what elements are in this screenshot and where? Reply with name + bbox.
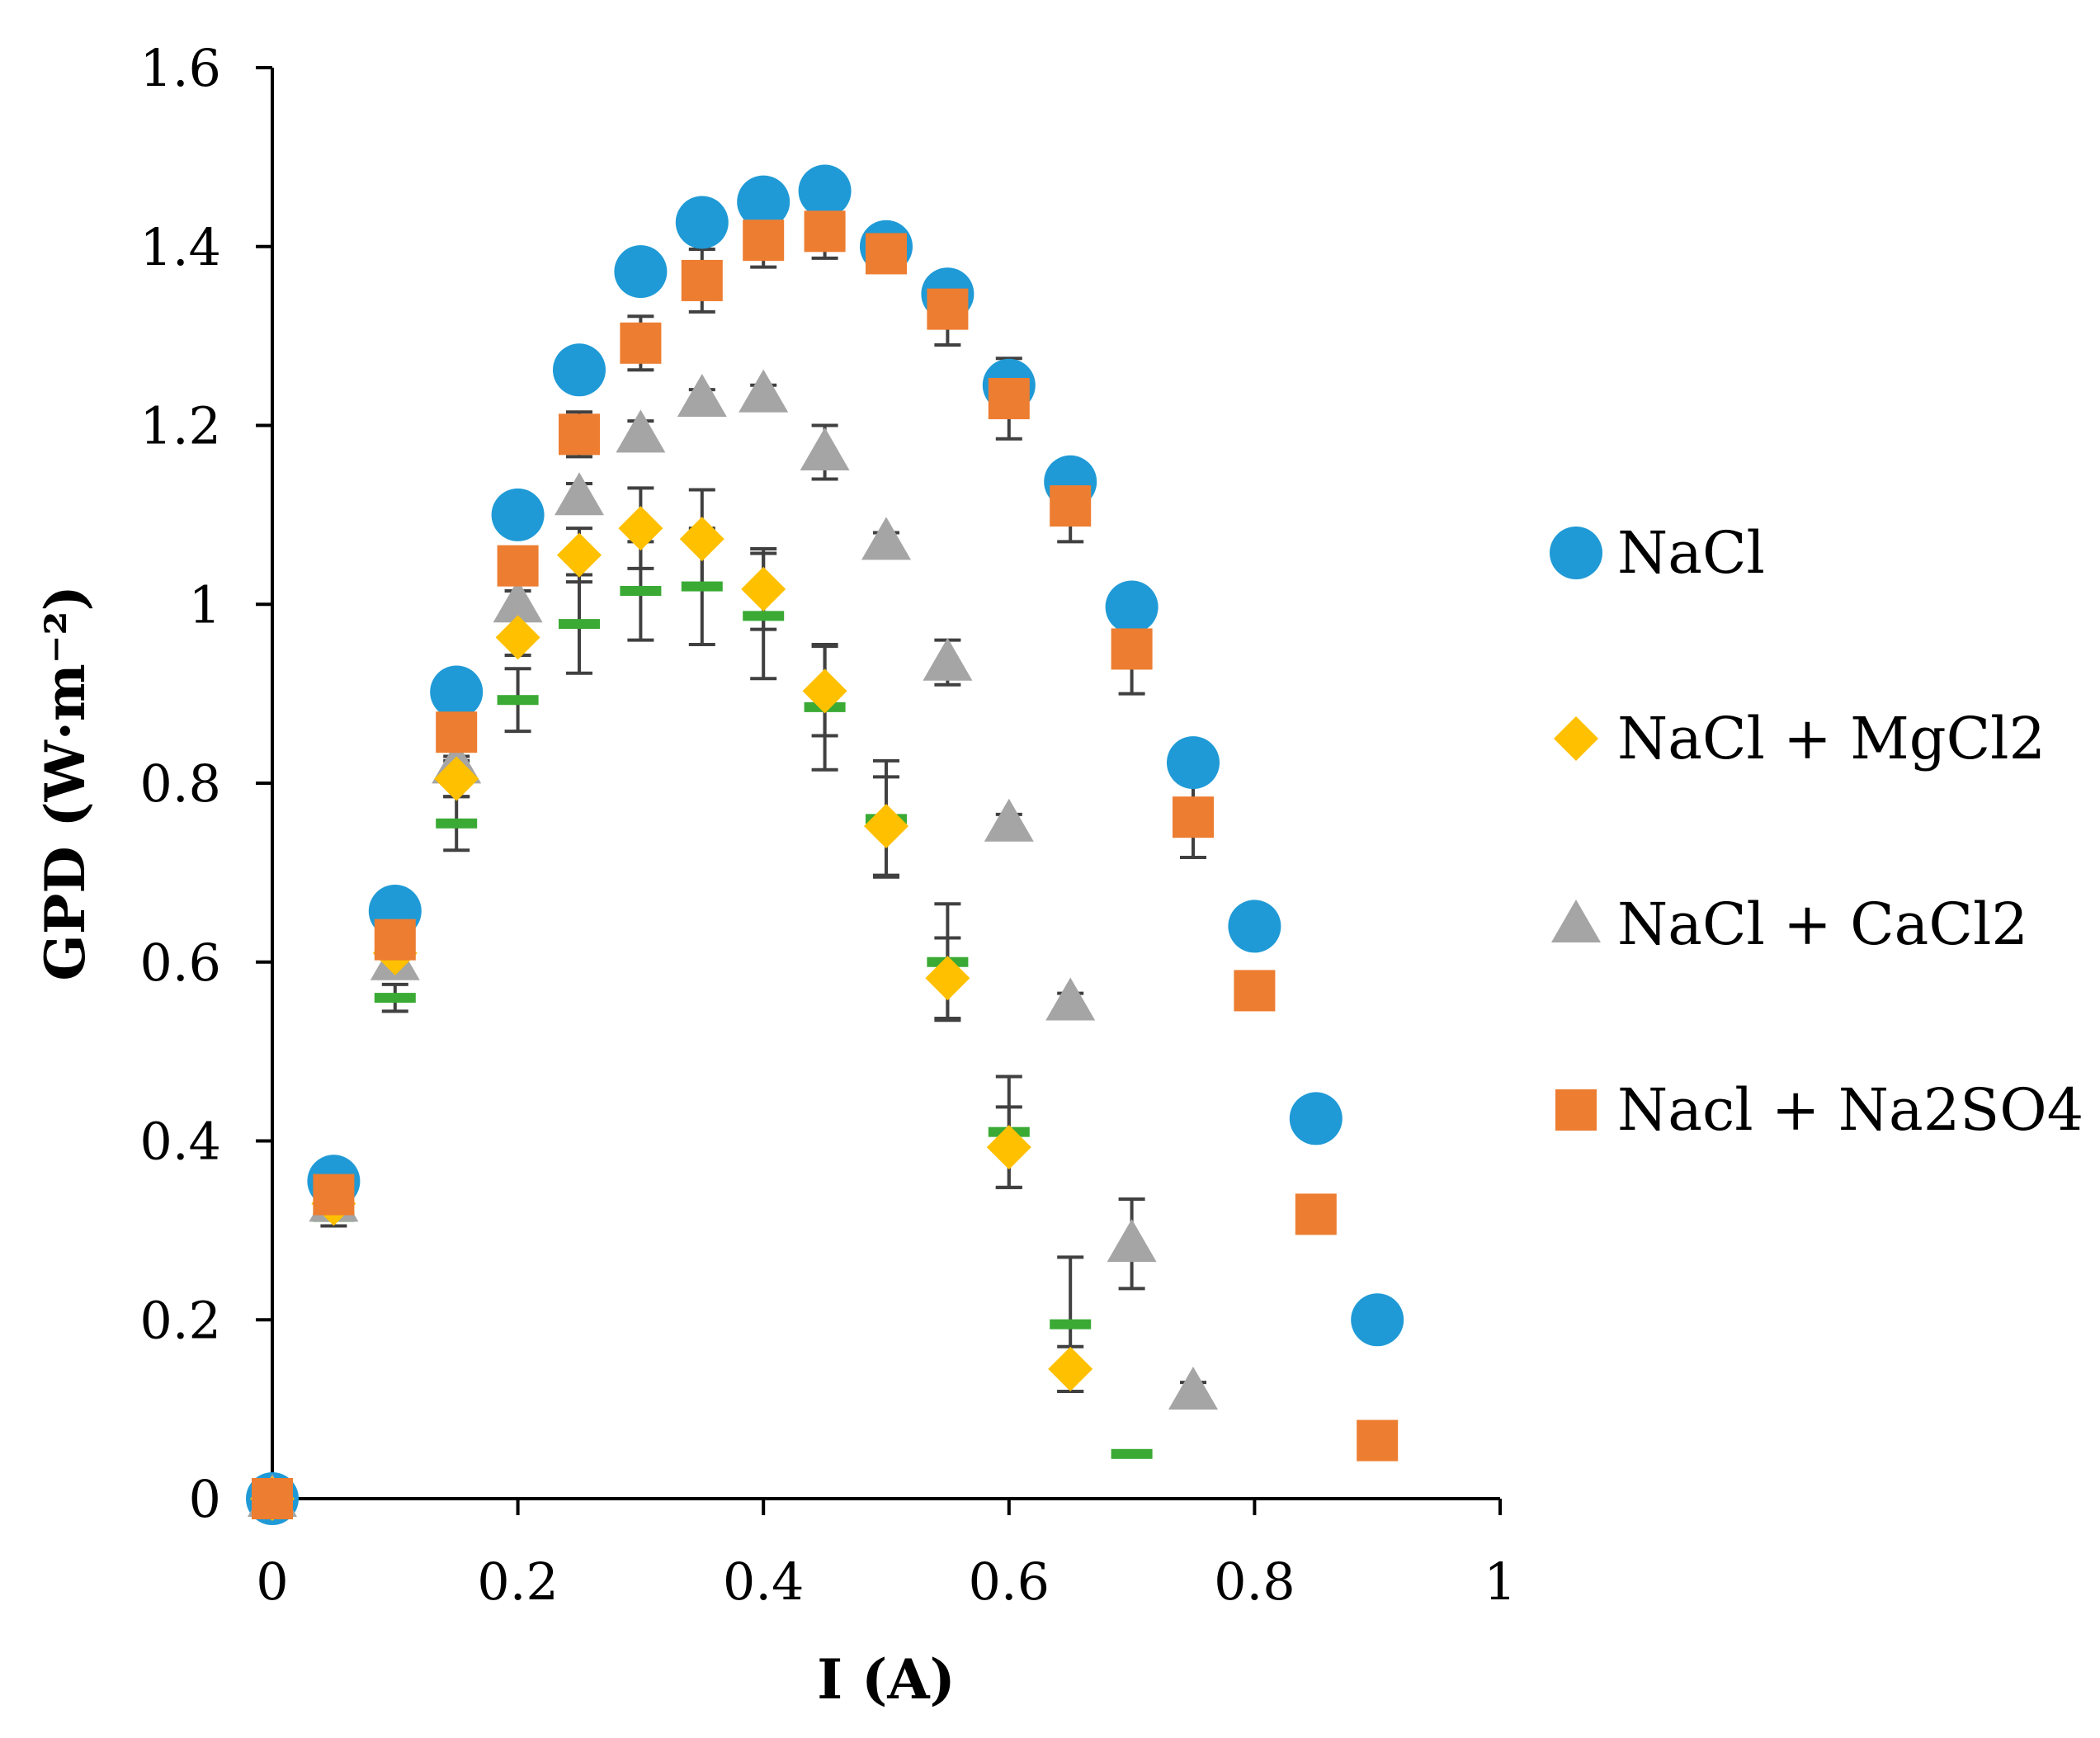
data-point-diamond xyxy=(741,566,786,612)
data-point-triangle xyxy=(1168,1366,1218,1410)
data-point-dash xyxy=(620,585,662,596)
error-bars xyxy=(320,180,1391,1452)
legend-marker-triangle xyxy=(1551,900,1601,942)
data-point-square xyxy=(927,288,969,330)
data-point-square xyxy=(1295,1193,1337,1235)
data-point-diamond xyxy=(495,615,540,660)
data-point-square xyxy=(252,1478,293,1519)
y-tick-label: 0.6 xyxy=(139,933,221,993)
data-point-dash xyxy=(743,611,785,621)
legend-entry: NaCl xyxy=(1550,519,1765,587)
data-point-square xyxy=(988,377,1030,419)
x-tick-label: 0.8 xyxy=(1214,1551,1295,1612)
data-point-circle xyxy=(430,665,484,719)
data-point-circle xyxy=(1289,1092,1343,1145)
data-point-square xyxy=(620,322,662,364)
data-points xyxy=(246,164,1404,1525)
y-tick-label: 1 xyxy=(189,574,221,635)
y-tick-label: 1.2 xyxy=(139,396,221,456)
y-tick-label: 0.8 xyxy=(139,753,221,814)
data-point-dash xyxy=(559,619,600,630)
data-point-square xyxy=(1234,970,1276,1012)
data-point-circle xyxy=(798,164,852,218)
data-point-diamond xyxy=(1048,1346,1093,1391)
data-point-triangle xyxy=(739,369,789,413)
data-point-dash xyxy=(497,695,539,706)
data-point-dash xyxy=(681,581,723,592)
data-point-square xyxy=(743,220,785,262)
data-point-circle xyxy=(675,196,729,249)
data-point-square xyxy=(1050,485,1092,527)
data-point-square xyxy=(866,233,907,275)
data-point-square xyxy=(681,259,723,301)
y-tick-label: 1.6 xyxy=(139,38,221,98)
x-tick-label: 0.4 xyxy=(723,1551,805,1612)
data-point-circle xyxy=(491,488,545,541)
legend-label: Nacl + Na2SO4 xyxy=(1617,1076,2083,1144)
data-point-circle xyxy=(1105,580,1159,634)
data-point-square xyxy=(559,413,600,456)
y-axis-title: GPD (W·m⁻²) xyxy=(33,585,97,980)
data-point-dash xyxy=(436,818,478,829)
data-point-triangle xyxy=(800,427,850,471)
legend-marker-square xyxy=(1555,1089,1597,1131)
data-point-triangle xyxy=(493,579,543,623)
legend-entry: NaCl + MgCl2 xyxy=(1554,705,2046,772)
data-point-square xyxy=(804,210,846,253)
data-point-circle xyxy=(553,343,606,397)
y-tick-label: 0.4 xyxy=(139,1112,221,1172)
x-tick-label: 0.2 xyxy=(477,1551,559,1612)
axes: 0 0.2 0.4 0.6 0.8 1 1.2 1.4 1.6 0 0.2 0.4 0.6 0.8 1 xyxy=(139,38,1516,1612)
data-point-diamond xyxy=(986,1125,1031,1170)
data-point-square xyxy=(313,1174,355,1216)
data-point-square xyxy=(1111,628,1153,670)
data-point-diamond xyxy=(618,506,663,551)
data-point-square xyxy=(497,545,539,587)
data-point-diamond xyxy=(802,668,847,714)
y-tick-label: 0 xyxy=(189,1469,221,1529)
data-point-diamond xyxy=(434,756,479,801)
data-point-triangle xyxy=(1107,1219,1157,1263)
x-tick-label: 0 xyxy=(256,1551,288,1612)
data-point-circle xyxy=(737,175,790,229)
data-point-circle xyxy=(1167,736,1220,790)
data-point-triangle xyxy=(616,409,666,453)
data-point-diamond xyxy=(557,532,602,578)
x-tick-label: 1 xyxy=(1484,1551,1516,1612)
data-point-dash xyxy=(374,993,416,1004)
legend-marker-diamond xyxy=(1554,716,1598,761)
data-point-dash xyxy=(1111,1448,1153,1459)
y-tick-label: 1.4 xyxy=(139,217,221,277)
data-point-triangle xyxy=(923,637,973,681)
data-point-square xyxy=(1173,796,1214,838)
legend-label: NaCl xyxy=(1617,519,1765,587)
data-point-square xyxy=(436,711,478,753)
data-point-diamond xyxy=(864,804,908,849)
data-point-circle xyxy=(1351,1293,1404,1347)
legend-entry: Nacl + Na2SO4 xyxy=(1555,1076,2083,1144)
data-point-diamond xyxy=(925,956,970,1001)
data-point-triangle xyxy=(677,373,727,417)
legend-label: NaCl + MgCl2 xyxy=(1617,705,2046,772)
data-point-circle xyxy=(1228,900,1281,953)
y-tick-label: 0.2 xyxy=(139,1290,221,1350)
data-point-diamond xyxy=(679,517,724,562)
data-point-triangle xyxy=(554,472,604,516)
legend-label: NaCl + CaCl2 xyxy=(1617,890,2028,958)
legend: NaCl NaCl + MgCl2 NaCl + CaCl2 Nacl + Na2SO… xyxy=(1550,519,2083,1144)
x-axis-title: I (A) xyxy=(817,1647,956,1712)
data-point-square xyxy=(374,919,416,961)
data-point-circle xyxy=(614,245,668,299)
legend-entry: NaCl + CaCl2 xyxy=(1551,890,2028,958)
legend-marker-circle xyxy=(1550,527,1602,579)
data-point-square xyxy=(1357,1419,1399,1462)
data-point-triangle xyxy=(861,517,911,560)
data-point-triangle xyxy=(1045,977,1096,1021)
x-tick-label: 0.6 xyxy=(968,1551,1050,1612)
data-point-triangle xyxy=(984,798,1034,842)
data-point-dash xyxy=(1050,1319,1092,1329)
